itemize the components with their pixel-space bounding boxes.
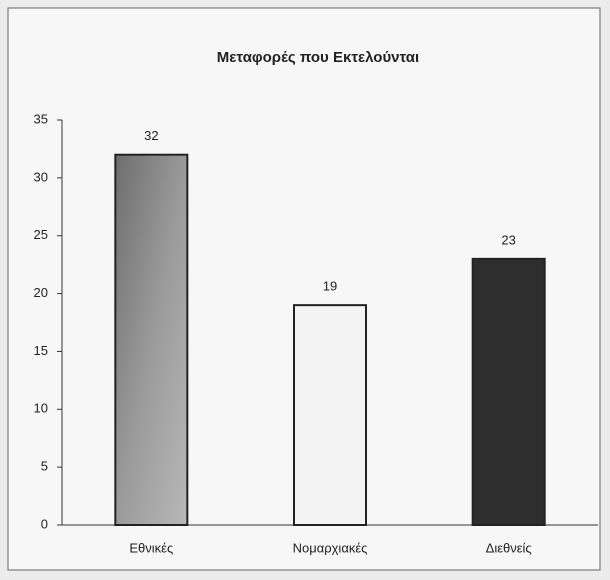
y-tick-label: 35 xyxy=(34,111,48,126)
bar xyxy=(293,304,367,526)
bar xyxy=(471,257,546,526)
y-tick-label: 25 xyxy=(34,227,48,242)
x-tick-label: Διεθνείς xyxy=(486,540,532,555)
y-tick-label: 15 xyxy=(34,343,48,358)
data-label: 23 xyxy=(501,232,515,247)
chart-title: Μεταφορές που Εκτελούνται xyxy=(217,49,419,66)
bar xyxy=(114,153,189,526)
y-tick-label: 10 xyxy=(34,401,48,416)
data-label: 32 xyxy=(144,128,158,143)
y-tick-label: 0 xyxy=(41,516,48,531)
y-tick-label: 5 xyxy=(41,459,48,474)
x-tick-label: Εθνικές xyxy=(129,540,173,555)
x-tick-label: Νομαρχιακές xyxy=(293,540,368,555)
y-tick-label: 20 xyxy=(34,285,48,300)
y-tick-label: 30 xyxy=(34,169,48,184)
data-label: 19 xyxy=(323,279,337,294)
